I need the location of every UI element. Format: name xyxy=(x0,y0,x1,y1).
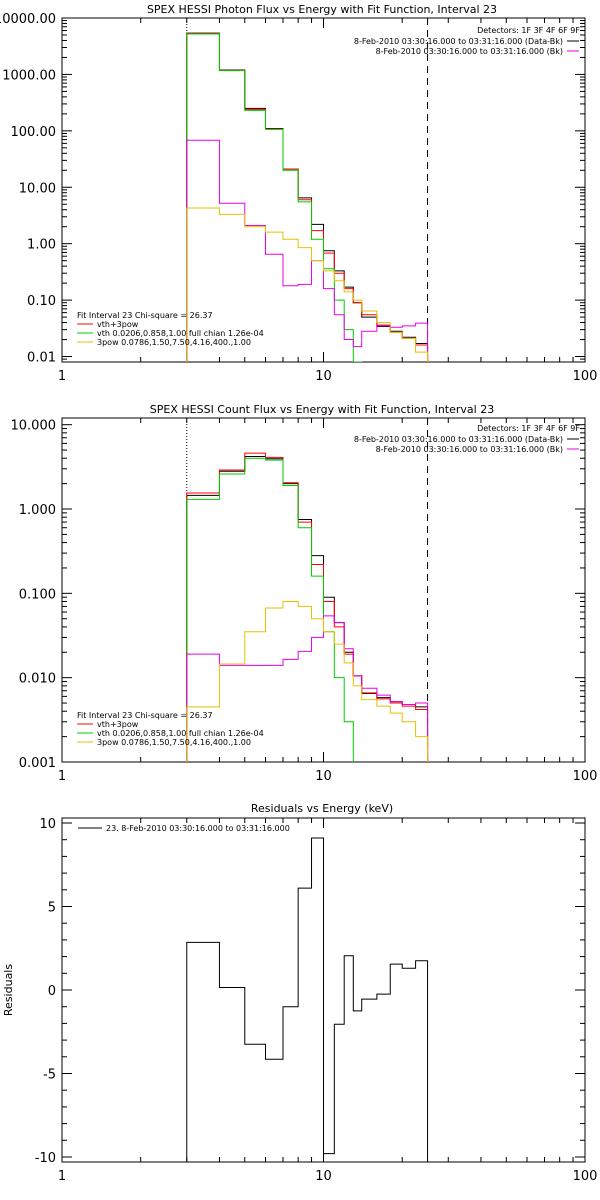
x-tick-label: 10 xyxy=(315,1169,332,1184)
series-model-line xyxy=(186,452,429,762)
legend-header: Detectors: 1F 3F 4F 6F 9F xyxy=(477,424,580,433)
fit-legend-entry: 3pow 0.0786,1.50,7.50,4.16,400.,1.00 xyxy=(97,738,251,747)
residual-panel-title: Residuals vs Energy (keV) xyxy=(251,802,393,815)
y-tick-label: 5 xyxy=(48,901,56,916)
fit-legend-entry: vth+3pow xyxy=(97,720,139,729)
y-tick-label: 1.000 xyxy=(19,503,56,518)
legend-header: Detectors: 1F 3F 4F 6F 9F xyxy=(477,26,580,35)
legend-entry-text: 23. 8-Feb-2010 03:30:16.000 to 03:31:16.… xyxy=(106,824,290,833)
series-group xyxy=(186,452,429,762)
chart-panel-2: 1 10 100 -10 -5 0 5 10 23. 8-Feb-2010 03:30:16.0… xyxy=(35,817,598,1184)
series-bk-line xyxy=(186,139,429,362)
chart-panel-0: 1 10 100 0.01 0.10 1.00 10.00 100.00 1000.00 1000… xyxy=(0,12,597,384)
fit-legend-entry: vth+3pow xyxy=(97,320,139,329)
count-panel-title: SPEX HESSI Count Flux vs Energy with Fit… xyxy=(150,403,494,416)
y-tick-label: 0.100 xyxy=(19,587,56,602)
legend-entry-text: 8-Feb-2010 03:30:16.000 to 03:31:16.000 … xyxy=(376,445,563,454)
x-tick-label: 1 xyxy=(58,369,66,384)
fit-legend-header: Fit Interval 23 Chi-square = 26.37 xyxy=(77,311,213,320)
series-vth-line xyxy=(186,457,354,762)
y-tick-label: 10.00 xyxy=(19,181,56,196)
legend-entry-text: 8-Feb-2010 03:30:16.000 to 03:31:16.000 … xyxy=(354,37,563,46)
y-tick-label: 0.001 xyxy=(19,756,56,771)
x-tick-label: 100 xyxy=(573,769,598,784)
y-tick-label: 0 xyxy=(48,984,56,999)
plot-layer: 1 10 1000.010.101.0010.00100.001000.001000… xyxy=(0,12,597,1184)
legend-entry-text: 8-Feb-2010 03:30:16.000 to 03:31:16.000 … xyxy=(376,47,563,56)
fit-legend-header: Fit Interval 23 Chi-square = 26.37 xyxy=(77,711,213,720)
y-tick-label: 0.010 xyxy=(19,672,56,687)
series-bk-line xyxy=(186,615,429,762)
y-tick-label: -5 xyxy=(43,1067,56,1082)
y-tick-label: 10.000 xyxy=(11,419,57,434)
y-tick-label: 0.10 xyxy=(27,294,56,309)
y-tick-label: 1000.00 xyxy=(2,68,56,83)
y-tick-label: 1.00 xyxy=(27,238,56,253)
series-data-line xyxy=(186,455,429,762)
series-resid-line xyxy=(186,837,429,1162)
series-model-line xyxy=(186,33,429,362)
series-vth-line xyxy=(186,33,363,362)
fit-legend-entry: vth 0.0206,0.858,1.00 full chian 1.26e-0… xyxy=(97,329,264,338)
series-group xyxy=(186,32,429,362)
residual-y-axis-label: Residuals xyxy=(2,964,15,1016)
x-tick-label: 1 xyxy=(58,769,66,784)
chart-panel-1: 1 10 100 0.001 0.010 0.100 1.000 10.000 Detector… xyxy=(11,417,598,784)
photon-panel-title: SPEX HESSI Photon Flux vs Energy with Fi… xyxy=(147,3,497,16)
fit-legend-entry: 3pow 0.0786,1.50,7.50,4.16,400.,1.00 xyxy=(97,338,251,347)
x-tick-label: 100 xyxy=(573,1169,598,1184)
x-tick-label: 10 xyxy=(315,769,332,784)
y-tick-label: 10000.00 xyxy=(0,12,56,27)
y-tick-label: 0.01 xyxy=(27,351,56,366)
series-pow3-line xyxy=(186,207,429,362)
x-tick-label: 100 xyxy=(573,369,598,384)
series-pow3-line xyxy=(186,601,429,762)
x-tick-label: 10 xyxy=(315,369,332,384)
y-tick-label: -10 xyxy=(35,1151,56,1166)
legend-entry-text: 8-Feb-2010 03:30:16.000 to 03:31:16.000 … xyxy=(354,435,563,444)
x-tick-label: 1 xyxy=(58,1169,66,1184)
series-group xyxy=(186,837,429,1162)
fit-legend-entry: vth 0.0206,0.858,1.00 full chian 1.26e-0… xyxy=(97,729,264,738)
y-tick-label: 10 xyxy=(39,817,56,832)
y-tick-label: 100.00 xyxy=(11,125,57,140)
